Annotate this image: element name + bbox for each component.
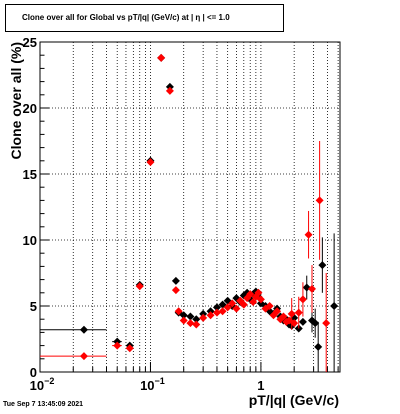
data-point [249,298,258,307]
data-point [199,313,208,322]
data-point [206,311,215,320]
data-point [287,309,296,318]
data-point [311,319,320,328]
data-point [192,315,201,324]
axes [39,41,341,373]
y-tick-label: 10 [23,233,37,248]
data-point [304,230,313,239]
grid [40,42,340,372]
timestamp: Tue Sep 7 13:45:09 2021 [3,401,84,408]
data-point [212,303,221,312]
data-point [157,53,166,62]
data-point [298,317,307,326]
data-point [318,261,327,270]
data-point [315,196,324,205]
data-point [279,312,288,321]
data-point [135,282,144,291]
data-point [79,352,88,361]
data-point [146,158,155,167]
data-point [125,344,134,353]
data-point [294,308,303,317]
data-point [186,312,195,321]
data-point [273,307,282,316]
data-point [192,320,201,329]
chart-title: Clone over all for Global vs pT/|q| (GeV… [5,4,284,32]
data-point [330,302,339,310]
data-point [79,325,88,334]
data-point [232,304,241,313]
data-point [171,286,180,295]
data-point [223,303,232,312]
data-point [290,319,299,328]
data-point [256,295,265,304]
y-axis-title: Clone over all (%) [8,42,24,159]
x-tick-label: 10−2 [30,376,55,393]
data-point [228,299,237,308]
tick-labels: 0 5 10 15 20 25 10−2 10−1 1 [23,35,265,393]
data-point [212,308,221,317]
data-point [298,295,307,304]
data-point [186,319,195,328]
data-point [246,290,255,299]
y-tick-label: 25 [23,35,37,50]
y-tick-label: 0 [30,365,37,380]
x-tick-label: 1 [257,378,264,393]
data-point [254,288,263,297]
data-point [265,302,274,310]
y-tick-label: 5 [30,299,37,314]
plot-frame [39,41,341,373]
data-point [113,341,122,350]
data-markers [40,53,339,372]
data-point [179,316,188,325]
data-point [314,342,323,351]
data-point [239,300,248,309]
x-tick-label: 10−1 [140,376,165,393]
data-point [322,319,331,328]
data-point [174,307,183,316]
y-tick-label: 20 [23,101,37,116]
x-axis-title: pT/|q| (GeV/c) [249,392,339,408]
data-point [165,86,174,95]
y-tick-label: 15 [23,167,37,182]
data-point [218,307,227,316]
data-point [171,276,180,285]
data-point [307,284,316,293]
data-point [179,311,188,320]
series-1 [40,53,331,372]
